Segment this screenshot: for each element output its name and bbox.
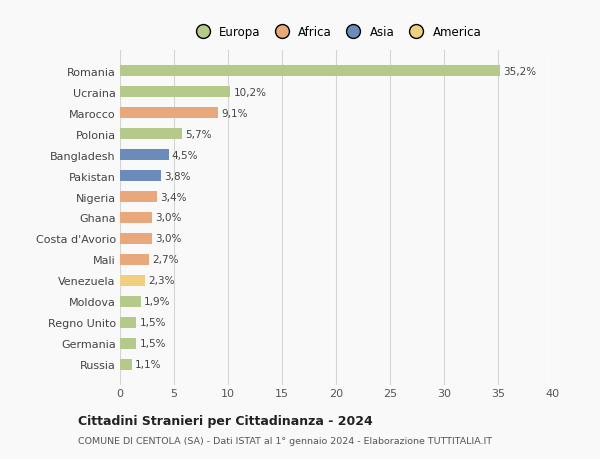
Text: 3,0%: 3,0% xyxy=(155,213,182,223)
Text: 5,7%: 5,7% xyxy=(185,129,211,139)
Text: 2,3%: 2,3% xyxy=(148,276,175,286)
Text: Cittadini Stranieri per Cittadinanza - 2024: Cittadini Stranieri per Cittadinanza - 2… xyxy=(78,414,373,428)
Bar xyxy=(120,87,230,98)
Legend: Europa, Africa, Asia, America: Europa, Africa, Asia, America xyxy=(187,23,485,43)
Text: 10,2%: 10,2% xyxy=(233,87,266,97)
Text: 3,4%: 3,4% xyxy=(160,192,187,202)
Text: 3,0%: 3,0% xyxy=(155,234,182,244)
Text: 1,5%: 1,5% xyxy=(139,318,166,328)
Bar xyxy=(120,296,140,308)
Text: 3,8%: 3,8% xyxy=(164,171,191,181)
Bar xyxy=(120,150,169,161)
Bar xyxy=(120,254,149,266)
Bar xyxy=(120,107,218,119)
Bar xyxy=(120,317,136,329)
Bar xyxy=(120,275,145,286)
Bar xyxy=(120,338,136,349)
Bar xyxy=(120,212,152,224)
Bar xyxy=(120,129,182,140)
Bar xyxy=(120,191,157,203)
Text: 4,5%: 4,5% xyxy=(172,150,199,160)
Text: 1,9%: 1,9% xyxy=(144,297,170,307)
Bar xyxy=(120,233,152,245)
Bar xyxy=(120,66,500,77)
Text: 35,2%: 35,2% xyxy=(503,67,536,77)
Text: 9,1%: 9,1% xyxy=(221,108,248,118)
Bar xyxy=(120,170,161,182)
Bar xyxy=(120,359,132,370)
Text: COMUNE DI CENTOLA (SA) - Dati ISTAT al 1° gennaio 2024 - Elaborazione TUTTITALIA: COMUNE DI CENTOLA (SA) - Dati ISTAT al 1… xyxy=(78,436,492,445)
Text: 1,1%: 1,1% xyxy=(135,359,161,369)
Text: 2,7%: 2,7% xyxy=(152,255,179,265)
Text: 1,5%: 1,5% xyxy=(139,339,166,349)
